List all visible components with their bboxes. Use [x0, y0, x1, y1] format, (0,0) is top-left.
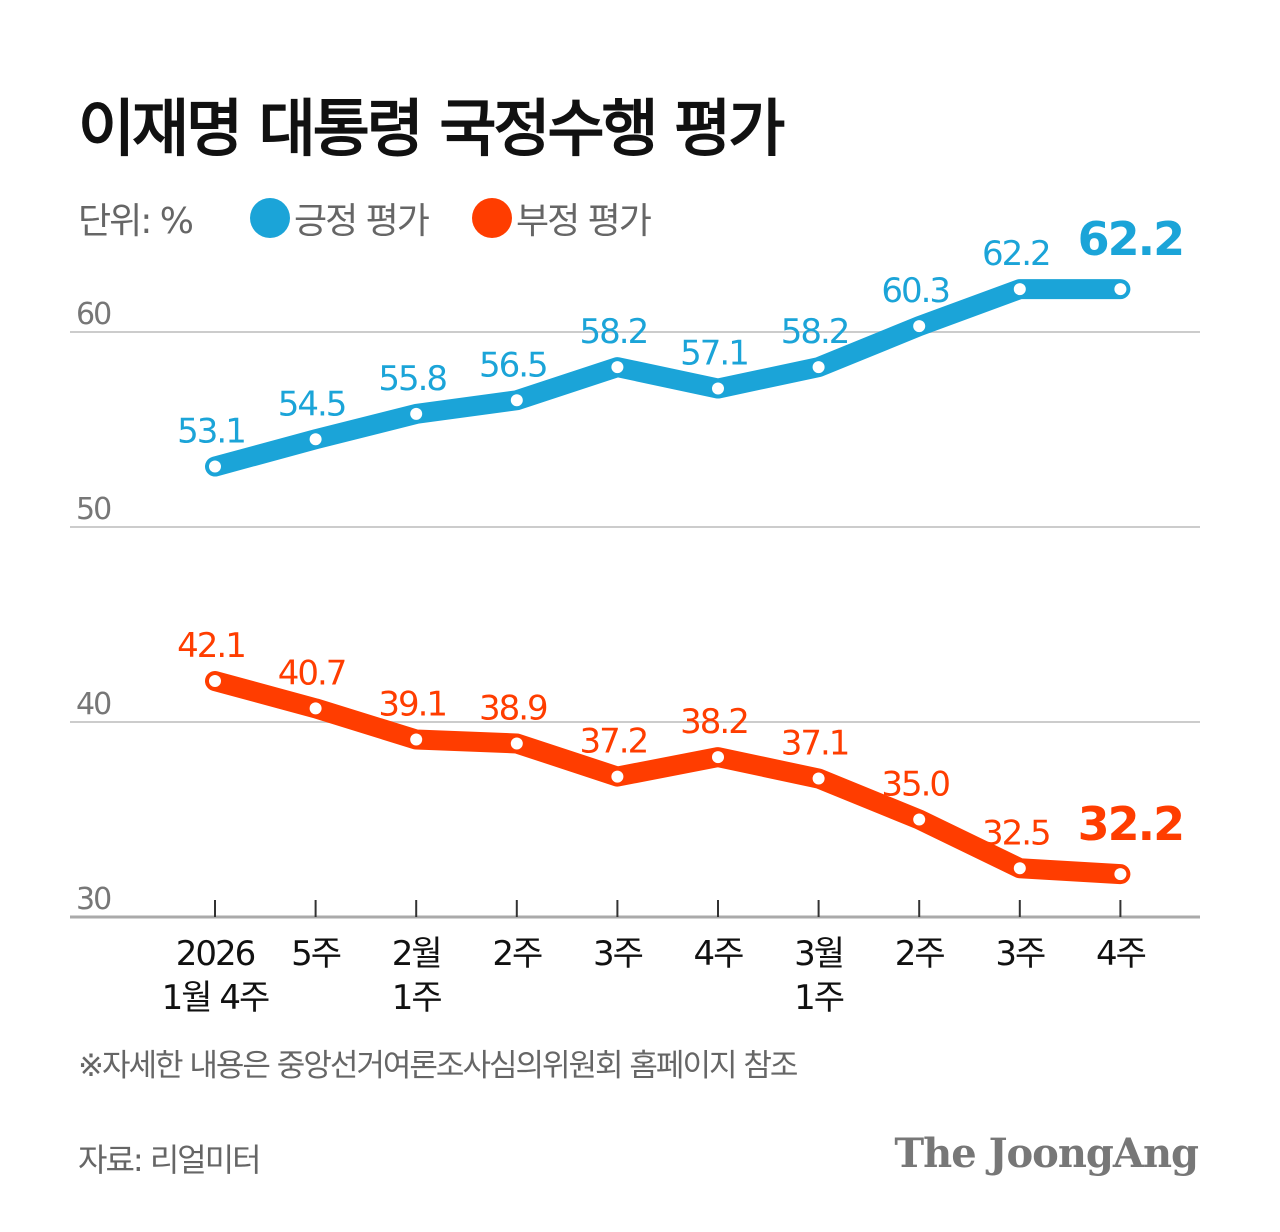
data-point — [611, 361, 624, 374]
x-tick-label: 2026 — [176, 934, 255, 974]
data-point — [913, 320, 926, 333]
data-label: 55.8 — [378, 359, 446, 399]
data-point — [410, 733, 423, 746]
data-label: 56.5 — [479, 345, 547, 385]
x-tick-label: 4주 — [1096, 934, 1146, 974]
data-label: 54.5 — [278, 384, 346, 424]
y-tick-label: 40 — [76, 687, 111, 722]
data-label: 32.5 — [982, 813, 1050, 853]
data-point — [712, 382, 724, 395]
data-label: 42.1 — [177, 626, 245, 666]
x-tick-label: 2주 — [492, 934, 542, 974]
legend-label: 부정 평가 — [516, 201, 652, 242]
data-point — [712, 751, 724, 764]
data-point — [611, 770, 624, 783]
y-tick-label: 30 — [76, 882, 111, 917]
data-point — [410, 407, 423, 420]
data-point — [1013, 283, 1026, 296]
legend-dot-negative — [472, 198, 512, 238]
legend-positive: 긍정 평가 — [250, 192, 430, 244]
series-line — [205, 671, 1131, 885]
data-point — [510, 394, 523, 407]
data-point — [812, 361, 825, 374]
data-point — [309, 702, 322, 715]
data-label: 38.9 — [479, 688, 547, 728]
data-label: 37.1 — [781, 724, 849, 764]
unit-label: 단위: % — [78, 201, 194, 242]
x-tick-label: 2주 — [895, 934, 945, 974]
data-point — [1013, 862, 1026, 875]
data-label: 53.1 — [177, 412, 245, 452]
data-point — [913, 813, 926, 826]
data-label: 62.2 — [982, 234, 1050, 274]
footnote: ※자세한 내용은 중앙선거여론조사심의위원회 홈페이지 참조 — [78, 1048, 798, 1084]
chart-title: 이재명 대통령 국정수행 평가 — [78, 92, 785, 165]
y-tick-label: 50 — [76, 492, 111, 527]
source: 자료: 리얼미터 — [78, 1141, 262, 1179]
legend-negative: 부정 평가 — [472, 192, 652, 244]
data-label: 40.7 — [278, 653, 346, 693]
data-point — [1114, 283, 1127, 296]
data-label: 58.2 — [580, 312, 648, 352]
x-tick-label: 4주 — [694, 934, 744, 974]
series-line — [205, 279, 1131, 477]
data-label: 32.2 — [1078, 797, 1184, 851]
data-label: 35.0 — [881, 765, 949, 805]
x-tick-label: 1월 4주 — [162, 978, 269, 1018]
x-tick-label: 2월 — [392, 934, 441, 974]
data-point — [309, 433, 322, 446]
data-point — [209, 675, 221, 688]
x-tick-label: 3주 — [593, 934, 643, 974]
x-tick-label: 1주 — [794, 978, 844, 1018]
x-tick-label: 3월 — [794, 934, 843, 974]
y-tick-label: 60 — [76, 297, 111, 332]
data-point — [209, 460, 221, 473]
data-label: 62.2 — [1078, 212, 1184, 266]
data-point — [812, 772, 825, 785]
x-tick-label: 1주 — [392, 978, 442, 1018]
data-label: 38.2 — [680, 702, 748, 742]
data-label: 60.3 — [881, 271, 949, 311]
logo: The JoongAng — [894, 1130, 1199, 1177]
legend-dot-positive — [250, 198, 290, 238]
data-point — [1114, 868, 1127, 881]
legend-label: 긍정 평가 — [294, 201, 430, 242]
data-label: 39.1 — [378, 685, 446, 725]
x-tick-label: 3주 — [995, 934, 1045, 974]
data-point — [510, 737, 523, 750]
x-tick-label: 5주 — [291, 934, 341, 974]
data-label: 57.1 — [680, 334, 748, 374]
data-label: 37.2 — [580, 722, 648, 762]
data-label: 58.2 — [781, 312, 849, 352]
